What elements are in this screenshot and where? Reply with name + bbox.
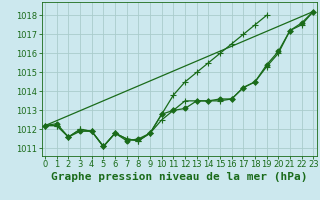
X-axis label: Graphe pression niveau de la mer (hPa): Graphe pression niveau de la mer (hPa) [51,172,308,182]
